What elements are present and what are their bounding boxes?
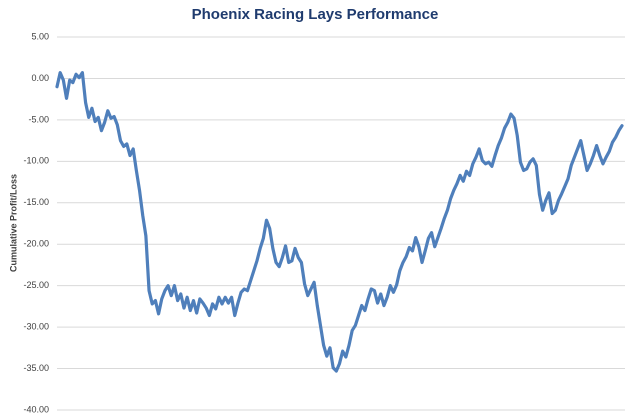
y-tick-label: -10.00 <box>23 156 49 166</box>
y-tick-label: -40.00 <box>23 404 49 414</box>
y-axis-label: Cumulative Profit/Loss <box>8 174 18 272</box>
y-tick-label: -5.00 <box>28 114 49 124</box>
y-tick-label: -30.00 <box>23 321 49 331</box>
y-tick-label: -35.00 <box>23 363 49 373</box>
y-tick-label: 0.00 <box>31 73 49 83</box>
chart-title: Phoenix Racing Lays Performance <box>192 6 439 23</box>
data-line <box>55 71 624 373</box>
y-tick-label: 5.00 <box>31 31 49 41</box>
y-tick-label: -25.00 <box>23 280 49 290</box>
y-tick-label: -15.00 <box>23 197 49 207</box>
y-tick-label: -20.00 <box>23 239 49 249</box>
